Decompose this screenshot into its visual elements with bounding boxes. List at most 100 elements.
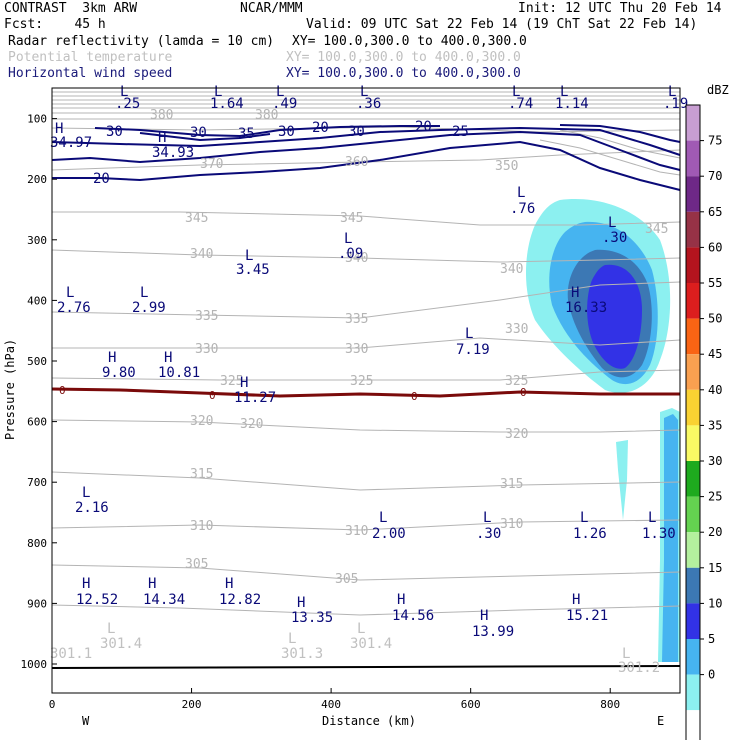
theta-label: 305 xyxy=(185,557,208,572)
extremum-type: H xyxy=(571,285,579,301)
wind-label: 30 xyxy=(190,125,207,141)
extremum-value: 13.99 xyxy=(472,624,514,640)
theta-label: 320 xyxy=(240,417,263,432)
colorbar-swatch xyxy=(686,247,700,283)
colorbar-label: 25 xyxy=(708,490,722,504)
extremum-type: H xyxy=(55,121,63,137)
extremum-value: .09 xyxy=(338,246,363,262)
extremum-type: H xyxy=(480,608,488,624)
colorbar-swatch xyxy=(686,639,700,675)
extremum-value: 12.52 xyxy=(76,592,118,608)
extremum-value: 301.4 xyxy=(100,636,142,652)
theta-contour xyxy=(51,564,681,581)
theta-label: 325 xyxy=(350,374,373,389)
extremum-type: L xyxy=(648,510,656,526)
extremum-value: 13.35 xyxy=(291,610,333,626)
theta-label: 310 xyxy=(500,517,523,532)
colorbar-swatch xyxy=(686,496,700,533)
extremum-type: L xyxy=(66,285,74,301)
surface-line xyxy=(51,665,681,669)
colorbar-label: 45 xyxy=(708,347,722,361)
refl-column-a xyxy=(616,440,628,520)
y-axis: 100 200 300 400 500 600 700 800 900 1000 xyxy=(21,113,57,671)
colorbar-swatch xyxy=(686,176,700,212)
colorbar-swatch xyxy=(686,140,700,177)
colorbar-swatch xyxy=(686,710,700,740)
y-tick-label: 300 xyxy=(27,234,47,247)
forecast-hour: Fcst: 45 h xyxy=(4,17,106,32)
theta-contour xyxy=(51,249,681,263)
extremum-value: .25 xyxy=(115,96,140,112)
theta-contour xyxy=(51,419,681,433)
wind-contour xyxy=(51,130,681,171)
x-axis-title: Distance (km) xyxy=(322,714,416,728)
colorbar-label: 10 xyxy=(708,596,722,610)
extremum-type: L xyxy=(120,84,128,100)
x-tick-label: 200 xyxy=(182,698,202,711)
theta-contour xyxy=(51,369,681,381)
extremum-type: H xyxy=(240,375,248,391)
colorbar-swatch xyxy=(686,354,700,390)
wind-contours xyxy=(51,124,681,191)
extrema-labels: L .25 L 1.64 L .49 L .36 L .74 L 1.14 L … xyxy=(50,84,688,676)
extremum-value: 301.4 xyxy=(350,636,392,652)
theta-contour xyxy=(52,337,681,349)
zero-label: 0 xyxy=(411,390,418,403)
extremum-type: H xyxy=(108,350,116,366)
extremum-type: L xyxy=(560,84,568,100)
colorbar-label: 5 xyxy=(708,632,715,646)
wind-label: 30 xyxy=(106,124,123,140)
wind-contour xyxy=(139,132,271,142)
extremum-type: H xyxy=(572,592,580,608)
refl-column-b-inner xyxy=(662,414,678,662)
extremum-value: 34.97 xyxy=(50,135,92,151)
colorbar-label: 30 xyxy=(708,454,722,468)
extremum-value: 1.26 xyxy=(573,526,607,542)
theta-label: 320 xyxy=(505,427,528,442)
theta-label: 315 xyxy=(190,467,213,482)
extremum-value: 34.93 xyxy=(152,145,194,161)
extremum-value: 301.2 xyxy=(618,660,660,676)
wind-contour xyxy=(94,125,440,138)
colorbar-label: 40 xyxy=(708,383,722,397)
extremum-type: L xyxy=(344,231,352,247)
theta-labels: 380 380 370 360 350 345 345 345 340 340 … xyxy=(150,108,668,587)
colorbar-swatch xyxy=(686,425,700,461)
extremum-type: L xyxy=(580,510,588,526)
wind-label: 30 xyxy=(348,124,365,140)
theta-label: 345 xyxy=(185,211,208,226)
colorbar-label: 60 xyxy=(708,240,722,254)
extremum-type: L xyxy=(140,285,148,301)
colorbar-swatch xyxy=(686,105,700,141)
x-tick-label: 0 xyxy=(49,698,56,711)
theta-label: 325 xyxy=(505,374,528,389)
zero-contour xyxy=(51,387,680,398)
colorbar-swatch xyxy=(686,283,700,319)
y-tick-label: 1000 xyxy=(21,658,48,671)
extremum-type: L xyxy=(360,84,368,100)
wind-label: 35 xyxy=(238,126,255,142)
theta-label: 340 xyxy=(345,251,368,266)
y-axis-title: Pressure (hPa) xyxy=(3,339,17,440)
field3-xy: XY= 100.0,300.0 to 400.0,300.0 xyxy=(286,66,521,81)
colorbar-label: 20 xyxy=(708,525,722,539)
west-label: W xyxy=(82,714,90,728)
theta-label: 330 xyxy=(345,342,368,357)
wind-label: 25 xyxy=(452,124,469,140)
wind-label: 20 xyxy=(93,171,110,187)
extremum-value: .76 xyxy=(510,201,535,217)
theta-label: 305 xyxy=(335,572,358,587)
theta-label: 320 xyxy=(190,414,213,429)
theta-label: 340 xyxy=(500,262,523,277)
extremum-value: .19 xyxy=(663,96,688,112)
theta-label: 310 xyxy=(345,524,368,539)
theta-label: 310 xyxy=(190,519,213,534)
zero-label: 0 xyxy=(59,384,66,397)
extremum-type: L xyxy=(357,621,365,637)
extremum-type: L xyxy=(245,248,253,264)
wind-contour xyxy=(52,140,681,191)
colorbar-label: 70 xyxy=(708,169,722,183)
extremum-value: 10.81 xyxy=(158,365,200,381)
field2-name: Potential temperature xyxy=(8,50,173,65)
